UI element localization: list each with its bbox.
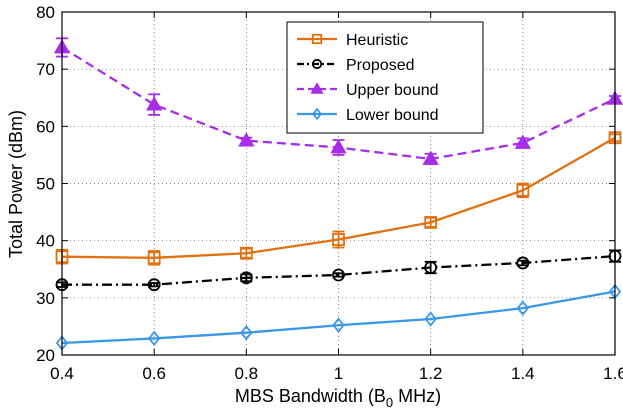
data-point-proposed [239,271,253,285]
data-point-upper-bound [422,150,439,165]
y-tick-label: 20 [36,346,55,365]
data-point-heuristic [147,251,161,265]
x-tick-label: 1.2 [419,364,443,383]
data-point-lower-bound [147,330,161,347]
x-tick-label: 1.4 [511,364,535,383]
x-tick-label: 0.4 [50,364,74,383]
data-point-heuristic [424,215,438,229]
x-tick-label: 1.6 [603,364,623,383]
tick-labels: 0.4 0.6 0.8 1 1.2 1.4 1.6 20 30 40 50 60 70 80 [36,3,623,383]
series-layer [53,37,623,351]
legend-label-heuristic: Heuristic [346,32,408,49]
legend-label-proposed: Proposed [346,57,415,74]
data-point-lower-bound [240,324,253,341]
y-tick-label: 50 [36,175,55,194]
legend: Heuristic Proposed Upper bound Lower bound [286,21,484,134]
legend-marker-lower-bound [311,107,323,121]
data-point-upper-bound [330,139,347,154]
data-point-heuristic [332,233,345,246]
x-tick-label: 0.8 [235,364,259,383]
legend-label-lower-bound: Lower bound [346,107,439,124]
data-point-lower-bound [516,300,530,316]
legend-marker-heuristic [311,33,323,45]
data-point-proposed [147,278,161,292]
series-upper-bound [53,37,623,165]
data-point-heuristic [516,183,530,197]
data-point-heuristic [239,246,253,260]
data-point-upper-bound [514,134,532,149]
y-tick-label: 30 [36,289,55,308]
y-axis-title: Total Power (dBm) [6,110,26,258]
data-point-lower-bound [424,311,437,327]
x-tick-label: 1 [334,364,343,383]
legend-marker-proposed [311,58,323,70]
data-point-proposed [332,268,345,282]
data-point-proposed [424,261,438,274]
y-tick-label: 80 [36,3,55,22]
legend-marker-upper-bound [310,82,324,94]
series-lower-bound [55,283,622,351]
x-axis-title: MBS Bandwidth (B0 MHz) [235,386,441,410]
ticks [61,11,616,356]
data-point-upper-bound [238,132,255,147]
legend-label-upper-bound: Upper bound [346,82,439,99]
y-tick-label: 70 [36,60,55,79]
y-tick-label: 60 [36,117,55,136]
data-point-proposed [516,256,530,270]
x-tick-label: 0.6 [142,364,166,383]
series-line-lower-bound [61,290,616,345]
data-point-lower-bound [332,317,345,334]
y-tick-label: 40 [36,232,55,251]
data-point-upper-bound [145,96,163,111]
